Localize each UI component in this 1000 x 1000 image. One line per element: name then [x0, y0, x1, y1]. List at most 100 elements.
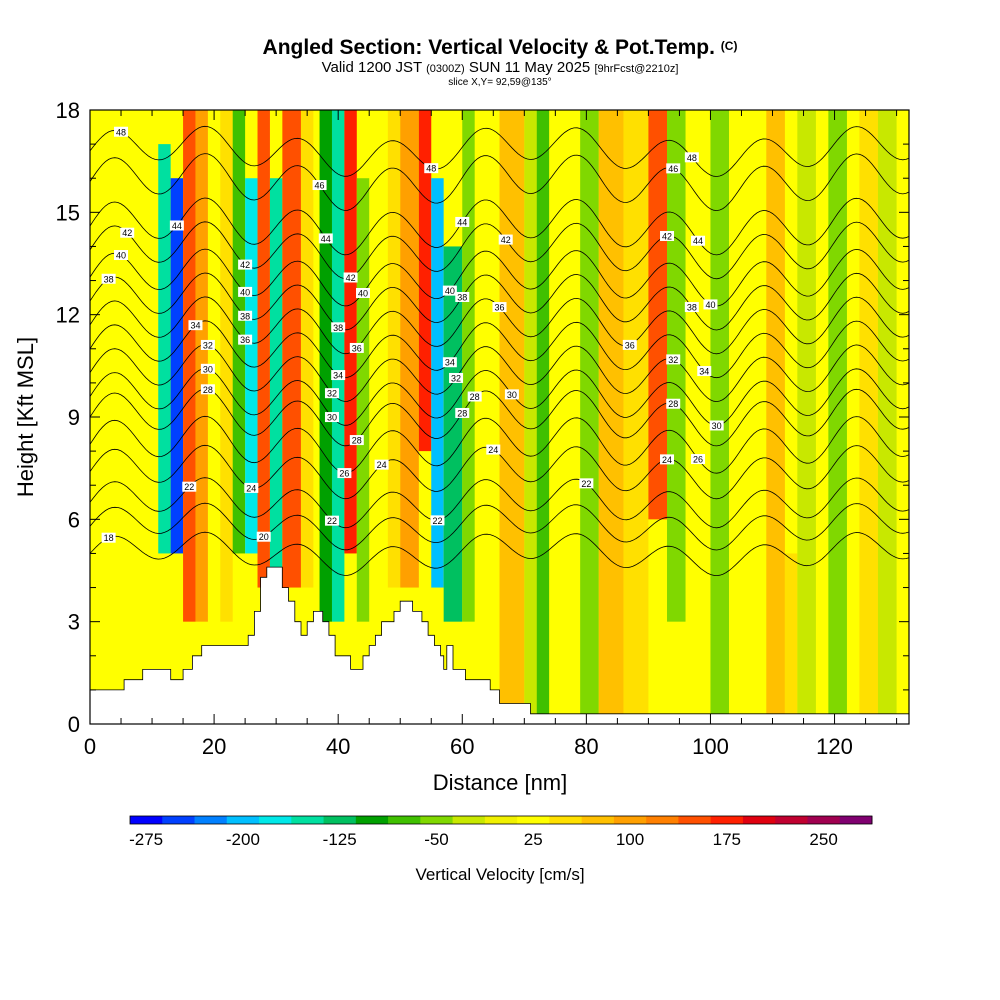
colorbar-swatch — [613, 816, 647, 824]
isentrope-line — [90, 272, 909, 331]
colorbar-title: Vertical Velocity [cm/s] — [415, 865, 584, 884]
isentrope-label: 30 — [324, 412, 339, 423]
isentrope-label: 30 — [709, 420, 724, 431]
isentrope-label-box — [442, 357, 457, 368]
x-axis-title: Distance [nm] — [433, 770, 568, 795]
colorbar-swatch — [807, 816, 841, 824]
colorbar-swatch — [452, 816, 486, 824]
isentrope-label-box — [244, 482, 259, 493]
isentrope-label-box — [504, 389, 519, 400]
isentrope-label: 42 — [498, 234, 513, 245]
isentrope-label: 22 — [324, 515, 339, 526]
velocity-cell — [245, 178, 258, 554]
isentrope-label-text: 44 — [457, 217, 467, 227]
colorbar-swatch — [420, 816, 454, 824]
isentrope-label: 34 — [331, 370, 346, 381]
velocity-cell — [499, 110, 525, 714]
isentrope-label-box — [709, 420, 724, 431]
chart-title-text: Angled Section: Vertical Velocity & Pot.… — [262, 36, 715, 59]
isentrope-label-text: 42 — [662, 231, 672, 241]
isentrope-label: 28 — [349, 435, 364, 446]
isentrope-label-text: 38 — [240, 311, 250, 321]
isentrope-label-box — [356, 287, 370, 298]
colorbar-swatch — [130, 816, 163, 824]
colorbar-swatch — [839, 816, 873, 824]
isentrope-label-text: 22 — [432, 516, 442, 526]
velocity-cell — [269, 178, 283, 588]
isentrope-label-text: 48 — [687, 153, 697, 163]
colorbar: -275 -200 -125 -50 25 100 175 250 — [129, 815, 873, 849]
x-tick-label: 60 — [450, 734, 474, 759]
isentrope-label-text: 26 — [693, 455, 703, 465]
isentrope-label: 42 — [660, 230, 675, 241]
isentrope-label: 42 — [238, 259, 253, 270]
colorbar-tick-label: -50 — [424, 830, 449, 849]
terrain — [90, 566, 909, 724]
isentrope-label: 24 — [486, 444, 501, 455]
isentrope-label: 22 — [430, 515, 445, 526]
colorbar-frame — [129, 815, 873, 825]
isentrope-label-text: 40 — [705, 300, 715, 310]
isentrope-line — [90, 368, 909, 426]
isentrope-label-box — [622, 339, 637, 350]
isentrope-label-box — [349, 435, 364, 446]
isentrope-label-text: 32 — [668, 355, 678, 365]
isentrope-label-text: 44 — [693, 236, 703, 246]
colorbar-swatch — [162, 816, 196, 824]
isentrope-line — [90, 502, 909, 551]
isentrope-label-box — [684, 302, 699, 313]
x-tick-label: 20 — [202, 734, 226, 759]
slice-info: slice X,Y= 92,59@135° — [448, 77, 552, 88]
velocity-cell — [580, 110, 599, 714]
colorbar-tick-label: 25 — [524, 830, 543, 849]
x-tick-label: 100 — [692, 734, 729, 759]
isentrope-label-box — [256, 531, 271, 542]
isentrope-label-box — [238, 259, 253, 270]
isentrope-label-box — [169, 220, 184, 231]
isentrope-line — [90, 477, 909, 529]
velocity-cell — [257, 110, 270, 588]
isentrope-label-text: 38 — [333, 323, 343, 333]
isentrope-label-box — [455, 407, 470, 418]
velocity-cell — [524, 110, 537, 714]
y-axis-title: Height [Kft MSL] — [13, 337, 38, 497]
isentrope-label: 34 — [188, 320, 203, 331]
isentrope-label-box — [200, 339, 215, 350]
isentrope-label-text: 20 — [259, 532, 269, 542]
velocity-cell — [431, 178, 444, 588]
velocity-cell — [828, 110, 847, 714]
isentrope-line — [90, 153, 909, 212]
isentrope-label: 28 — [467, 391, 482, 402]
isentrope-label-text: 18 — [104, 533, 114, 543]
x-tick-label: 0 — [84, 734, 96, 759]
colorbar-swatch — [742, 816, 776, 824]
x-tick-label: 40 — [326, 734, 350, 759]
isentrope-label-text: 22 — [184, 482, 194, 492]
isentrope-line — [90, 344, 909, 403]
velocity-cell — [766, 110, 785, 714]
chart-subtitle: Valid 1200 JST (0300Z) SUN 11 May 2025 [… — [0, 59, 1000, 76]
velocity-cell — [667, 110, 686, 622]
isentrope-label-text: 42 — [346, 273, 356, 283]
isentrope-label-box — [349, 342, 364, 353]
isentrope-label: 22 — [579, 478, 594, 489]
isentrope-label-box — [442, 285, 457, 296]
isentrope-line — [90, 197, 909, 256]
isentrope-label-text: 42 — [240, 260, 250, 270]
isentrope-label-text: 22 — [581, 479, 591, 489]
isentrope-line — [90, 248, 909, 307]
isentrope-label-box — [492, 302, 507, 313]
colorbar-swatch — [226, 816, 260, 824]
chart-title-tag: (C) — [720, 39, 738, 53]
isentrope-label-text: 38 — [104, 274, 114, 284]
isentrope-label-box — [666, 163, 681, 174]
y-tick-label: 18 — [56, 98, 80, 123]
isentrope-line — [90, 415, 909, 474]
isentrope-label-text: 34 — [445, 358, 455, 368]
isentrope-label-box — [498, 234, 513, 245]
colorbar-swatch — [388, 816, 421, 824]
isentrope-label: 40 — [114, 250, 129, 261]
isentrope-label: 46 — [666, 163, 681, 174]
isentrope-label-box — [182, 481, 197, 492]
